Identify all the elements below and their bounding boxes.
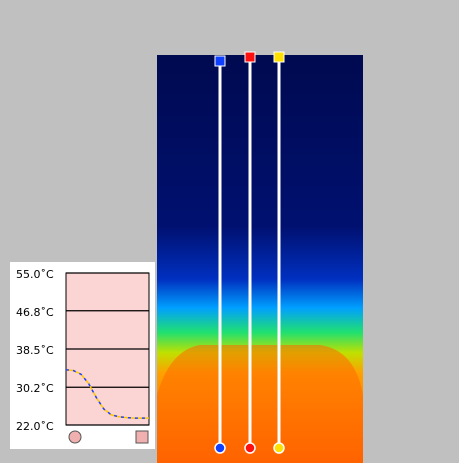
y-tick-label: 38.5˚C — [16, 344, 54, 357]
probes[interactable] — [218, 58, 281, 447]
chart: 55.0˚C 46.8˚C 38.5˚C 30.2˚C 22.0˚C — [16, 268, 149, 433]
y-tick-label: 55.0˚C — [16, 268, 54, 281]
probe-curve — [65, 368, 149, 419]
expand-button[interactable] — [135, 430, 149, 444]
probe-handle[interactable] — [244, 51, 256, 63]
zoom-button[interactable] — [68, 430, 82, 444]
probe-handle[interactable] — [214, 442, 226, 454]
hot-region — [157, 345, 363, 463]
y-tick-label: 30.2˚C — [16, 382, 54, 395]
probe-handle[interactable] — [244, 442, 256, 454]
y-tick-label: 46.8˚C — [16, 306, 54, 319]
probe-handle[interactable] — [273, 51, 285, 63]
probe-handle[interactable] — [273, 442, 285, 454]
probe-handle[interactable] — [214, 55, 226, 67]
y-tick-label: 22.0˚C — [16, 420, 54, 433]
